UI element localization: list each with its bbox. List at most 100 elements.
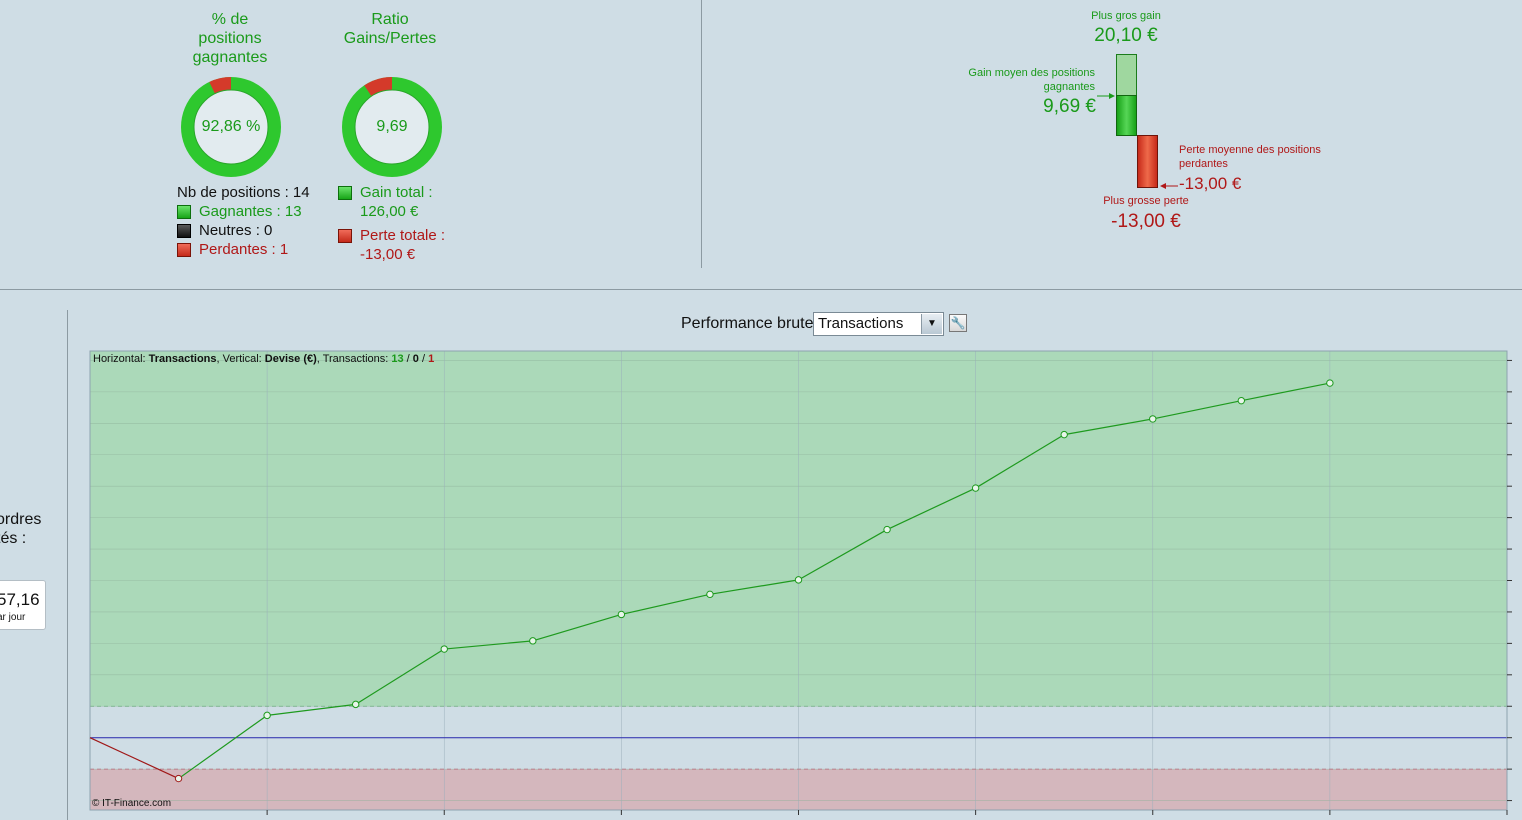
daily-stat-box: 57,16 ar jour xyxy=(0,580,46,630)
data-point xyxy=(1149,415,1157,423)
legend-winners: Gagnantes : 13 xyxy=(177,203,302,220)
avg-loss-label: Perte moyenne des positions perdantes xyxy=(1179,143,1321,171)
win-pct-title: % de positions gagnantes xyxy=(170,10,290,67)
total-loss-label: Perte totale : xyxy=(360,227,446,244)
data-point xyxy=(529,637,537,645)
series-segment xyxy=(267,703,356,716)
legend-total-loss: Perte totale : xyxy=(338,227,445,244)
legend-losers-label: Perdantes : 1 xyxy=(199,241,289,258)
data-point xyxy=(351,700,360,709)
series-segment xyxy=(444,640,533,650)
info-sep: / xyxy=(418,353,429,365)
info-v-value: Devise (€) xyxy=(264,353,317,365)
green-swatch-icon xyxy=(177,204,191,219)
series-segment xyxy=(798,529,888,581)
series-segment xyxy=(178,714,268,780)
positions-total: Nb de positions : 14 xyxy=(177,184,310,201)
series-segment xyxy=(1241,382,1330,402)
info-v-label: , Vertical: xyxy=(216,353,265,365)
data-point xyxy=(174,774,183,783)
red-swatch-icon xyxy=(177,242,191,257)
series-segment xyxy=(532,613,622,642)
series-segment xyxy=(1152,400,1242,420)
win-pct-title-line: gagnantes xyxy=(192,49,268,66)
max-gain-value: 20,10 € xyxy=(1094,25,1158,46)
black-swatch-icon xyxy=(177,223,191,238)
data-point xyxy=(1060,430,1068,439)
info-t-label: , Transactions: xyxy=(316,353,392,365)
side-label-line: ordres xyxy=(0,511,42,528)
legend-total-gain: Gain total : xyxy=(338,184,433,201)
avg-gain-bar xyxy=(1116,95,1137,136)
data-point xyxy=(1326,379,1334,387)
data-point xyxy=(706,590,714,599)
series-segment xyxy=(355,648,445,705)
series-segment xyxy=(975,434,1065,489)
info-t-neutral: 0 xyxy=(412,353,419,365)
max-gain-label: Plus gros gain xyxy=(1091,10,1161,22)
red-swatch-icon xyxy=(338,228,352,243)
series-segment xyxy=(1064,418,1153,436)
chart-mode-select-value: Transactions xyxy=(818,315,904,332)
avg-loss-label-line: perdantes xyxy=(1179,158,1228,170)
total-gain-label: Gain total : xyxy=(360,184,433,201)
avg-loss-arrow-icon xyxy=(1160,183,1178,189)
win-pct-donut xyxy=(181,77,281,177)
data-point xyxy=(440,645,448,653)
legend-neutral-label: Neutres : 0 xyxy=(199,222,273,239)
top-vertical-divider xyxy=(701,0,702,268)
chart-mode-select[interactable]: Transactions ▼ xyxy=(813,312,944,336)
series-segment xyxy=(621,593,711,616)
data-point xyxy=(794,576,803,584)
chart-title: Performance brute xyxy=(681,315,814,332)
ratio-donut xyxy=(342,77,442,177)
section-divider xyxy=(0,289,1522,290)
info-t-loss: 1 xyxy=(428,353,435,365)
green-swatch-icon xyxy=(338,185,352,200)
total-loss-value: -13,00 € xyxy=(360,246,416,263)
left-panel-divider xyxy=(67,310,68,820)
max-loss-value: -13,00 € xyxy=(1111,211,1181,232)
win-pct-title-line: % de xyxy=(211,11,249,28)
data-point xyxy=(883,525,891,534)
avg-loss-value: -13,00 € xyxy=(1179,174,1242,193)
side-label-line: tés : xyxy=(0,530,27,547)
avg-gain-value: 9,69 € xyxy=(1043,96,1096,117)
max-loss-label: Plus grosse perte xyxy=(1103,195,1189,207)
daily-stat-caption: ar jour xyxy=(0,612,26,623)
legend-winners-label: Gagnantes : 13 xyxy=(199,203,302,220)
data-point xyxy=(263,711,271,720)
legend-losers: Perdantes : 1 xyxy=(177,241,288,258)
avg-gain-label: Gain moyen des positions gagnantes xyxy=(940,66,1095,94)
daily-stat-value: 57,16 xyxy=(0,590,40,609)
avg-gain-arrow-icon xyxy=(1097,93,1115,99)
win-pct-title-line: positions xyxy=(198,30,262,47)
side-label: ordres tés : xyxy=(0,510,41,548)
avg-loss-bar xyxy=(1137,135,1158,188)
avg-gain-label-line: Gain moyen des positions xyxy=(968,67,1095,79)
dropdown-arrow-icon[interactable]: ▼ xyxy=(921,314,942,334)
ratio-title: Ratio Gains/Pertes xyxy=(330,10,450,48)
legend-neutral: Neutres : 0 xyxy=(177,222,272,239)
info-h-value: Transactions xyxy=(148,353,217,365)
chart-info-line: Horizontal: Transactions, Vertical: Devi… xyxy=(93,353,434,365)
win-pct-value: 92,86 % xyxy=(201,118,261,135)
wrench-icon[interactable]: 🔧 xyxy=(949,314,967,332)
ratio-title-line: Gains/Pertes xyxy=(343,30,437,47)
ratio-value: 9,69 xyxy=(376,118,408,135)
series-segment xyxy=(709,579,799,595)
total-gain-value: 126,00 € xyxy=(360,203,419,220)
info-sep: / xyxy=(403,353,413,365)
ratio-title-line: Ratio xyxy=(371,11,409,28)
info-h-label: Horizontal: xyxy=(93,353,149,365)
series-segment xyxy=(89,737,179,780)
info-t-win: 13 xyxy=(391,353,404,365)
avg-gain-label-line: gagnantes xyxy=(1043,81,1095,93)
series-segment xyxy=(886,487,976,531)
avg-loss-label-line: Perte moyenne des positions xyxy=(1179,144,1321,156)
copyright: © IT-Finance.com xyxy=(92,798,172,809)
data-point xyxy=(1237,396,1246,405)
data-point xyxy=(617,610,626,619)
data-point xyxy=(971,484,980,492)
